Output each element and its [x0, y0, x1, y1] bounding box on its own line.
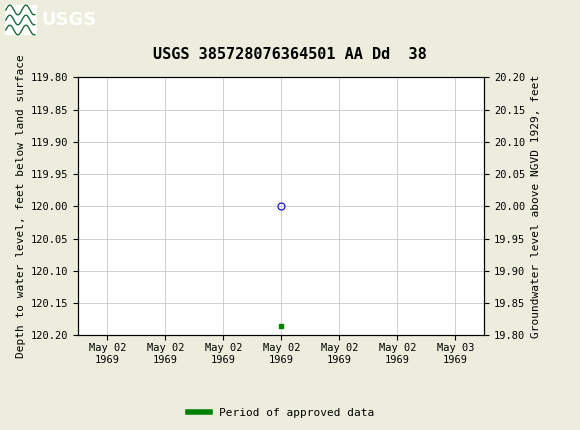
FancyBboxPatch shape	[5, 5, 37, 35]
Text: USGS 385728076364501 AA Dd  38: USGS 385728076364501 AA Dd 38	[153, 47, 427, 62]
Y-axis label: Depth to water level, feet below land surface: Depth to water level, feet below land su…	[16, 55, 26, 358]
Legend: Period of approved data: Period of approved data	[184, 404, 379, 423]
Y-axis label: Groundwater level above NGVD 1929, feet: Groundwater level above NGVD 1929, feet	[531, 75, 541, 338]
Text: USGS: USGS	[42, 11, 97, 29]
